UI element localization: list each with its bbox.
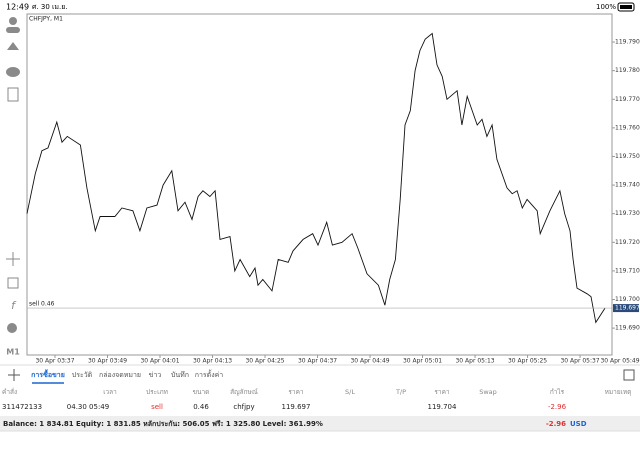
column-header: T/P: [395, 388, 406, 396]
battery-fill: [620, 5, 632, 9]
column-header: กำไร: [550, 388, 565, 396]
chart-frame: [26, 13, 613, 356]
tab[interactable]: การตั้งค่า: [195, 368, 224, 379]
column-header: Swap: [479, 388, 497, 396]
y-tick-label: 119.690: [615, 325, 640, 332]
table-cell: 311472133: [2, 403, 42, 411]
y-tick-label: 119.780: [615, 67, 640, 74]
column-header: หมายเหตุ: [605, 388, 632, 396]
table-cell: 119.697: [282, 403, 311, 411]
tab[interactable]: ข่าว: [149, 371, 162, 379]
order-label: sell 0.46: [29, 301, 55, 308]
y-tick-label: 119.720: [615, 239, 640, 246]
tab[interactable]: กล่องจดหมาย: [99, 371, 141, 379]
x-tick-label: 30 Apr 04:01: [140, 358, 179, 365]
tab[interactable]: ประวัติ: [72, 371, 93, 379]
battery-icon: [617, 2, 635, 12]
column-header: คำสั่ง: [2, 387, 17, 396]
table-cell: sell: [151, 403, 163, 411]
x-tick-label: 30 Apr 05:49: [600, 358, 639, 365]
y-tick-label: 119.760: [615, 124, 640, 131]
tab[interactable]: การซื้อขาย: [31, 368, 65, 379]
status-time: 12:49: [6, 3, 29, 12]
table-cell: 0.46: [193, 403, 209, 411]
y-tick-label: 119.770: [615, 96, 640, 103]
y-tick-label: 119.700: [615, 296, 640, 303]
x-tick-label: 30 Apr 04:37: [298, 358, 337, 365]
doc-icon[interactable]: [7, 87, 19, 102]
column-header: ราคา: [288, 388, 303, 396]
timeframe-button[interactable]: M1: [6, 348, 20, 357]
chart-title: CHFJPY, M1: [29, 16, 63, 23]
status-battery: 100%: [596, 3, 616, 11]
add-button[interactable]: [8, 369, 20, 381]
column-header: ราคา: [434, 388, 449, 396]
column-header: ขนาด: [193, 388, 210, 396]
status-date: ศ. 30 เม.ย.: [32, 3, 68, 11]
summary-bar: [0, 416, 640, 431]
y-tick-label: 119.740: [615, 182, 640, 189]
table-cell: 119.704: [428, 403, 457, 411]
indicator-icon[interactable]: [7, 277, 19, 289]
y-tick-label: 119.750: [615, 153, 640, 160]
table-cell: 04.30 05:49: [67, 403, 109, 411]
x-tick-label: 30 Apr 05:25: [508, 358, 547, 365]
crosshair-icon[interactable]: [6, 252, 20, 266]
chat-icon[interactable]: [6, 67, 20, 77]
y-tick-label: 119.730: [615, 210, 640, 217]
left-toolbar: f: [6, 17, 20, 333]
tab[interactable]: บันทึก: [171, 370, 189, 379]
summary-currency: USD: [570, 420, 587, 428]
current-price-box: [613, 304, 639, 313]
x-tick-label: 30 Apr 03:37: [35, 358, 74, 365]
column-header: เวลา: [103, 388, 117, 396]
x-tick-label: 30 Apr 05:37: [560, 358, 599, 365]
current-price-label: 119.697: [615, 305, 640, 312]
table-cell: -2.96: [548, 403, 567, 411]
trade-icon[interactable]: [7, 42, 19, 50]
y-tick-label: 119.710: [615, 267, 640, 274]
y-tick-label: 119.790: [615, 39, 640, 46]
column-header: สัญลักษณ์: [230, 388, 258, 396]
column-header: S/L: [345, 388, 355, 396]
account-icon-body: [6, 27, 20, 33]
x-tick-label: 30 Apr 04:25: [245, 358, 284, 365]
summary-profit: -2.96: [546, 420, 566, 428]
function-icon[interactable]: f: [11, 299, 17, 312]
x-tick-label: 30 Apr 05:13: [455, 358, 494, 365]
account-icon[interactable]: [9, 17, 17, 25]
table-cell: chfjpy: [233, 403, 254, 411]
price-line: [26, 32, 606, 324]
x-tick-label: 30 Apr 04:13: [193, 358, 232, 365]
objects-icon[interactable]: [7, 323, 17, 333]
x-tick-label: 30 Apr 04:49: [350, 358, 389, 365]
x-tick-label: 30 Apr 05:01: [403, 358, 442, 365]
summary-text: Balance: 1 834.81 Equity: 1 831.85 หลักป…: [3, 420, 323, 428]
layout-button[interactable]: [623, 369, 635, 381]
x-tick-label: 30 Apr 03:49: [88, 358, 127, 365]
column-header: ประเภท: [146, 388, 168, 396]
